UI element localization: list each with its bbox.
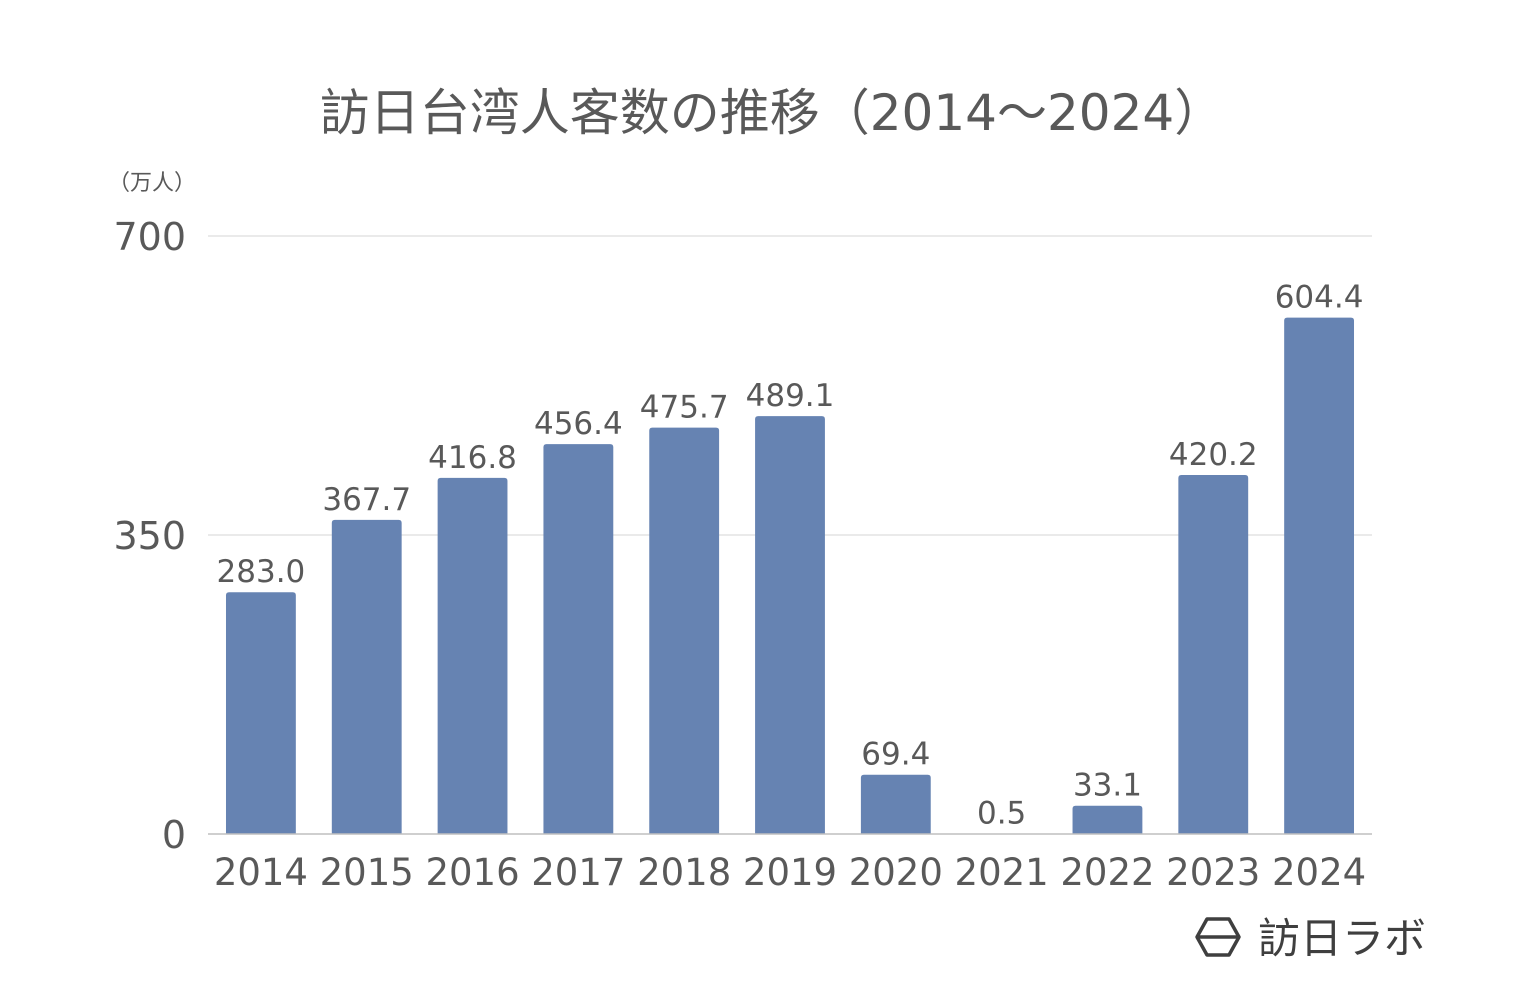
x-tick-label: 2016: [425, 851, 519, 894]
x-tick-label: 2021: [955, 851, 1049, 894]
bar-2015: [331, 519, 402, 834]
bar-2024: [1284, 317, 1355, 835]
data-label-2018: 475.7: [640, 390, 729, 426]
data-label-2024: 604.4: [1275, 280, 1364, 316]
bar-2014: [225, 592, 296, 834]
x-tick-label: 2022: [1060, 851, 1154, 894]
x-axis-ticks: 2014 2015 2016 2017 2018 2019 2020 2021 2022 2023…: [214, 851, 1366, 894]
x-tick-label: 2019: [743, 851, 837, 894]
y-tick-label: 350: [113, 514, 186, 558]
bar-2017: [543, 444, 614, 834]
brand-name: 訪日ラボ: [1258, 914, 1426, 963]
x-tick-label: 2015: [320, 851, 414, 894]
data-label-2023: 420.2: [1169, 437, 1258, 473]
x-tick-label: 2023: [1166, 851, 1260, 894]
bar-2023: [1178, 475, 1249, 834]
x-tick-label: 2017: [531, 851, 625, 894]
data-label-2019: 489.1: [746, 378, 835, 414]
bar-2020: [860, 774, 931, 834]
data-label-2022: 33.1: [1073, 768, 1142, 804]
data-label-2021: 0.5: [977, 796, 1026, 832]
y-axis-ticks: 0 350 700: [113, 215, 186, 857]
data-label-2016: 416.8: [428, 440, 517, 476]
y-tick-label: 0: [162, 813, 186, 857]
brand-logo: 訪日ラボ: [1195, 914, 1426, 963]
y-tick-label: 700: [113, 215, 186, 259]
x-tick-label: 2018: [637, 851, 731, 894]
bars: [225, 317, 1355, 835]
data-label-2020: 69.4: [861, 737, 930, 773]
bar-2022: [1072, 805, 1143, 834]
x-tick-label: 2024: [1272, 851, 1366, 894]
x-tick-label: 2020: [849, 851, 943, 894]
x-tick-label: 2014: [214, 851, 308, 894]
bar-2018: [649, 427, 720, 834]
data-label-2017: 456.4: [534, 406, 623, 442]
data-labels: 283.0 367.7 416.8 456.4 475.7 489.1 69.4 0.5 33.…: [217, 280, 1364, 832]
chart-title: 訪日台湾人客数の推移（2014～2024）: [320, 84, 1225, 142]
y-axis-unit-label: （万人）: [108, 171, 196, 196]
bar-2016: [437, 477, 508, 834]
data-label-2014: 283.0: [217, 554, 306, 590]
hexagon-logo-icon: [1195, 917, 1241, 957]
bar-2019: [755, 416, 825, 834]
data-label-2015: 367.7: [322, 482, 411, 518]
